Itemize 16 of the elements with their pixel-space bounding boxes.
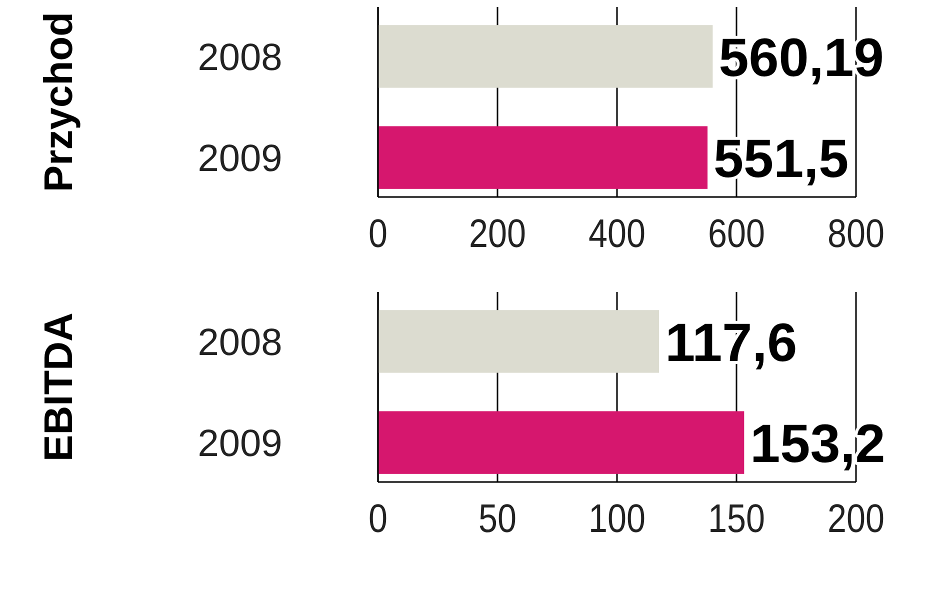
y-tick-label: 2009	[198, 423, 282, 466]
x-tick-label: 0	[368, 212, 391, 256]
x-tick-label: 50	[478, 497, 523, 541]
x-tick-label: 100	[588, 497, 656, 541]
x-tick-label: 200	[469, 212, 536, 256]
x-tick-label: 150	[708, 497, 775, 541]
x-tick-label: 200	[828, 497, 894, 541]
y-tick-label: 2008	[198, 37, 282, 80]
y-tick-label: 2008	[198, 322, 282, 364]
x-tick-label: 400	[588, 212, 656, 256]
x-tick-label: 600	[708, 212, 775, 256]
y-axis-title: EBITDA	[37, 312, 81, 462]
y-tick-label: 2009	[198, 138, 282, 180]
x-tick-label: 0	[368, 497, 391, 541]
x-tick-label: 800	[828, 212, 894, 256]
y-axis-title: Przychod	[37, 12, 81, 192]
